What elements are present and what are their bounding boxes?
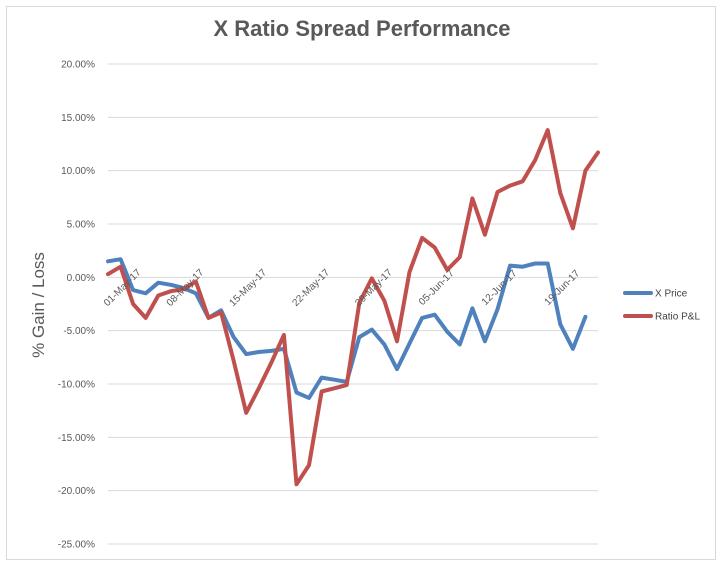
gridlines (108, 63, 598, 545)
y-axis-label: % Gain / Loss (29, 252, 48, 358)
series-line (106, 128, 600, 487)
y-tick-label: 15.00% (61, 113, 95, 124)
legend-label: X Price (655, 289, 688, 300)
series-lines (106, 128, 600, 487)
y-tick-label: -20.00% (58, 486, 95, 497)
y-tick-label: -15.00% (58, 433, 95, 444)
legend: X Price Ratio P&L (623, 289, 700, 323)
x-tick-label: 05-Jun-17 (417, 268, 457, 308)
y-tick-label: -25.00% (58, 540, 95, 551)
x-axis-ticks: 01-May-17 08-May-17 15-May-17 22-May-17 29-M… (102, 267, 583, 309)
y-tick-label: -10.00% (58, 380, 95, 391)
y-tick-label: 0.00% (67, 273, 95, 284)
y-tick-label: 20.00% (61, 60, 95, 71)
y-tick-label: 5.00% (67, 220, 95, 231)
x-tick-label: 29-May-17 (353, 267, 395, 309)
chart-title: X Ratio Spread Performance (213, 16, 511, 41)
x-tick-label: 22-May-17 (290, 267, 332, 309)
x-tick-label: 15-May-17 (228, 267, 270, 309)
legend-entry: X Price (623, 289, 688, 300)
legend-label: Ratio P&L (655, 312, 700, 323)
y-tick-label: -5.00% (63, 326, 95, 337)
y-axis-ticks: 20.00% 15.00% 10.00% 5.00% 0.00% -5.00% -10.00… (58, 60, 95, 551)
y-tick-label: 10.00% (61, 166, 95, 177)
legend-entry: Ratio P&L (623, 312, 700, 323)
